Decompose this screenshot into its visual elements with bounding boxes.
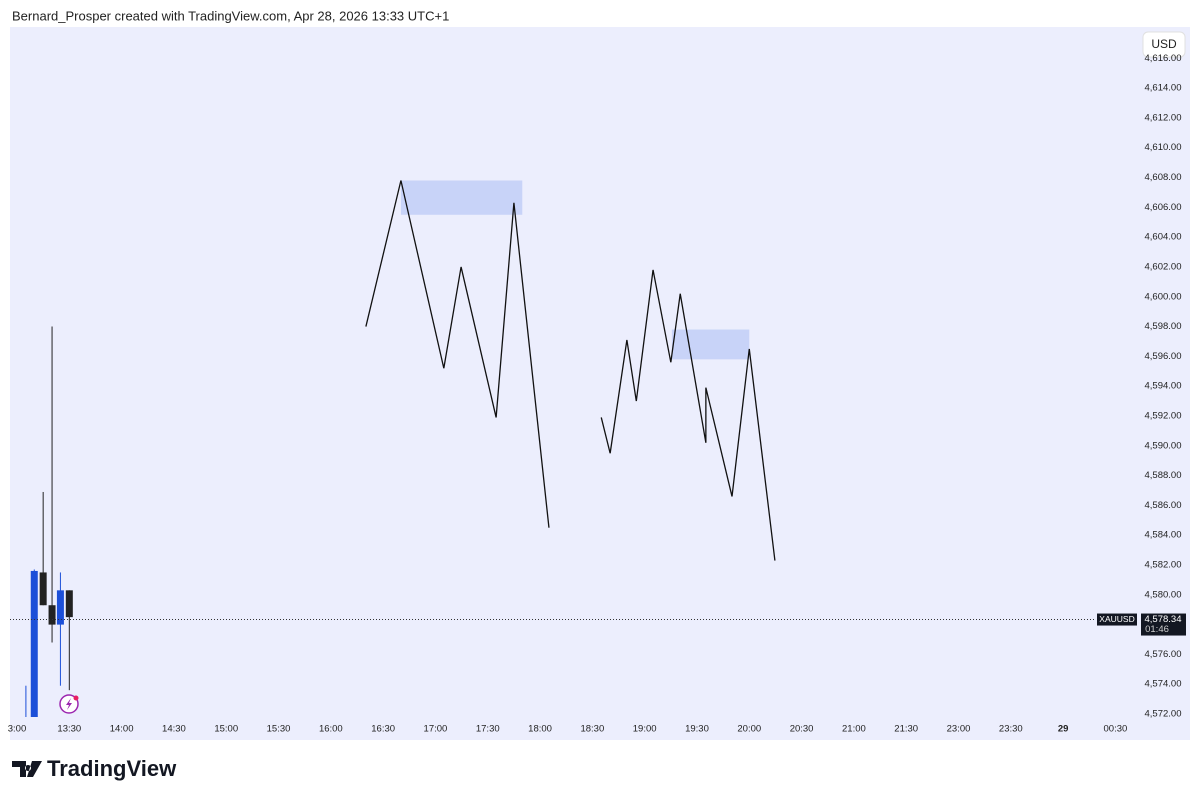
zone-box	[671, 329, 750, 360]
y-tick-label: 4,610.00	[1145, 142, 1182, 153]
y-tick-label: 4,598.00	[1145, 321, 1182, 332]
y-tick-label: 4,604.00	[1145, 232, 1182, 243]
last-price-label: 4,578.34	[1145, 614, 1182, 625]
x-tick-label: 20:00	[737, 724, 761, 735]
alert-icon	[59, 694, 79, 714]
drawing-line	[365, 180, 550, 528]
brand: TradingView	[47, 756, 177, 781]
y-tick-label: 4,608.00	[1145, 172, 1182, 183]
x-tick-label: 21:30	[894, 724, 918, 735]
zone-box	[400, 180, 523, 215]
x-tick-label: 21:00	[842, 724, 866, 735]
y-tick-label: 4,584.00	[1145, 530, 1182, 541]
y-tick-label: 4,612.00	[1145, 112, 1182, 123]
y-tick-label: 4,586.00	[1145, 500, 1182, 511]
y-tick-label: 4,596.00	[1145, 351, 1182, 362]
candle-body	[56, 590, 64, 625]
x-tick-label: 29	[1058, 724, 1069, 735]
currency[interactable]: USD	[1151, 37, 1177, 51]
header: Bernard_Prosper created with TradingView…	[12, 8, 449, 23]
countdown: 01:46	[1145, 624, 1169, 635]
x-tick-label: 20:30	[790, 724, 814, 735]
logo-icon	[12, 761, 42, 777]
y-tick-label: 4,580.00	[1145, 589, 1182, 600]
x-tick-label: 14:30	[162, 724, 186, 735]
y-tick-label: 4,576.00	[1145, 649, 1182, 660]
x-tick-label: 17:30	[476, 724, 500, 735]
x-tick-label: 17:00	[424, 724, 448, 735]
logo: TradingView	[12, 756, 177, 781]
x-tick-label: 13:30	[57, 724, 81, 735]
x-tick-label: 19:30	[685, 724, 709, 735]
y-tick-label: 4,572.00	[1145, 709, 1182, 720]
last-price-tag	[1141, 613, 1186, 636]
drawing-line	[600, 269, 776, 561]
x-tick-label: 16:00	[319, 724, 343, 735]
symbol-tag	[1097, 613, 1137, 626]
x-tick-label: 14:00	[110, 724, 134, 735]
currency-button[interactable]	[1142, 31, 1186, 58]
x-tick-label: 23:30	[999, 724, 1023, 735]
y-tick-label: 4,588.00	[1145, 470, 1182, 481]
x-tick-label: 18:00	[528, 724, 552, 735]
y-tick-label: 4,592.00	[1145, 410, 1182, 421]
candle-body	[30, 570, 38, 717]
candle-body	[65, 590, 73, 618]
y-tick-label: 4,582.00	[1145, 560, 1182, 571]
symbol-label: XAUUSD	[1099, 614, 1134, 624]
x-tick-label: 19:00	[633, 724, 657, 735]
x-tick-label: 23:00	[947, 724, 971, 735]
x-tick-label: 3:00	[8, 724, 27, 735]
y-tick-label: 4,574.00	[1145, 679, 1182, 690]
y-tick-label: 4,616.00	[1145, 53, 1182, 64]
x-tick-label: 15:00	[214, 724, 238, 735]
y-tick-label: 4,614.00	[1145, 83, 1182, 94]
y-tick-label: 4,606.00	[1145, 202, 1182, 213]
x-tick-label: 18:30	[580, 724, 604, 735]
chart-background	[10, 27, 1190, 740]
candle-body	[39, 572, 47, 606]
x-tick-label: 15:30	[267, 724, 291, 735]
y-tick-label: 4,600.00	[1145, 291, 1182, 302]
y-tick-label: 4,602.00	[1145, 261, 1182, 272]
x-tick-label: 00:30	[1104, 724, 1128, 735]
candle-body	[48, 605, 56, 625]
x-tick-label: 16:30	[371, 724, 395, 735]
y-tick-label: 4,594.00	[1145, 381, 1182, 392]
y-tick-label: 4,590.00	[1145, 440, 1182, 451]
